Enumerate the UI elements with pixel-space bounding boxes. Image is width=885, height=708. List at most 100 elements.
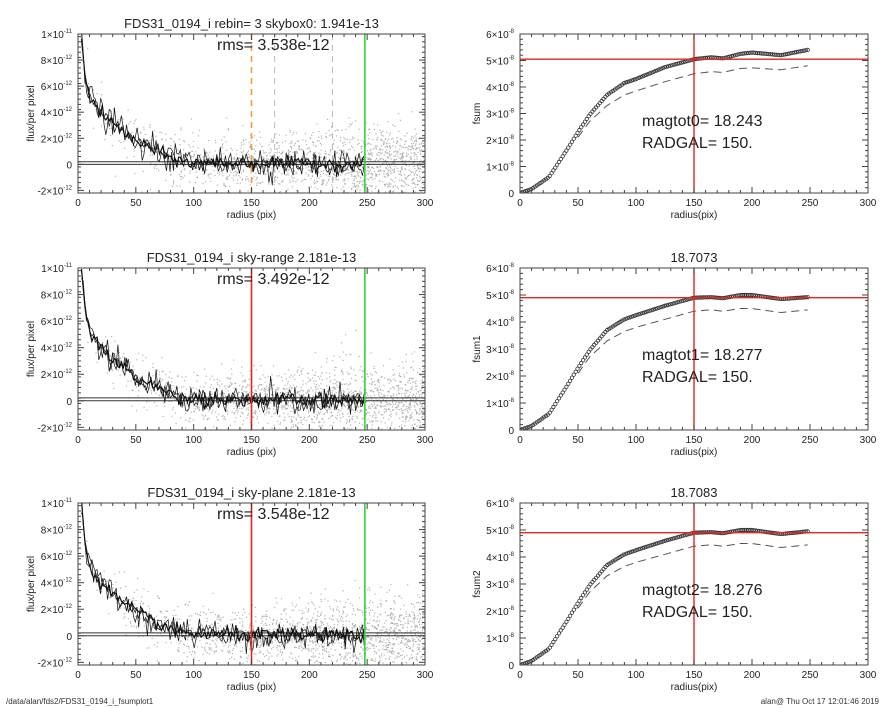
y-tick-label: 1×10-8 (486, 398, 515, 410)
scatter-point (137, 129, 139, 131)
scatter-point (423, 411, 425, 413)
scatter-point (237, 391, 239, 393)
scatter-point (376, 153, 378, 155)
scatter-point (371, 421, 373, 423)
scatter-point (199, 159, 201, 161)
scatter-point (198, 636, 200, 638)
scatter-point (256, 640, 258, 642)
scatter-point (221, 415, 224, 417)
scatter-point (311, 157, 313, 159)
scatter-point (388, 182, 390, 184)
scatter-point (325, 676, 326, 677)
scatter-point (336, 187, 338, 189)
scatter-point (322, 425, 324, 427)
scatter-point (423, 626, 425, 628)
fsum-point (651, 69, 656, 74)
scatter-point (185, 427, 187, 429)
scatter-point (330, 411, 332, 413)
scatter-point (411, 111, 413, 113)
scatter-point (234, 158, 236, 160)
scatter-point (346, 435, 347, 436)
scatter-point (171, 415, 173, 417)
scatter-point (255, 653, 257, 655)
scatter-point (223, 182, 225, 184)
scatter-point (389, 146, 391, 148)
scatter-point (356, 410, 358, 412)
scatter-point (412, 145, 414, 147)
scatter-point (238, 175, 240, 177)
scatter-point (343, 145, 345, 147)
scatter-point (375, 159, 377, 161)
scatter-point (373, 644, 375, 646)
scatter-point (320, 135, 322, 137)
scatter-point (123, 613, 125, 615)
scatter-point (393, 373, 396, 375)
scatter-point (290, 374, 292, 376)
scatter-point (153, 167, 155, 170)
fsum-point (621, 317, 627, 322)
scatter-point (312, 647, 314, 649)
scatter-point (293, 173, 295, 175)
scatter-point (355, 185, 357, 187)
scatter-point (361, 150, 363, 152)
scatter-point (296, 625, 298, 627)
scatter-point (395, 158, 398, 160)
scatter-point (314, 641, 316, 643)
scatter-point (375, 406, 377, 408)
scatter-point (283, 419, 285, 421)
scatter-point (275, 622, 277, 624)
scatter-point (391, 138, 393, 140)
scatter-point (214, 174, 216, 177)
scatter-point (415, 401, 417, 403)
y-tick-label: 6×10-8 (486, 29, 515, 41)
scatter-point (380, 131, 382, 134)
scatter-point (342, 379, 344, 381)
scatter-point (338, 156, 340, 158)
scatter-point (419, 626, 421, 628)
scatter-point (314, 637, 316, 639)
scatter-point (345, 601, 347, 603)
scatter-point (299, 149, 301, 151)
scatter-point (174, 133, 176, 136)
scatter-point (309, 137, 311, 139)
scatter-point (242, 157, 244, 159)
scatter-point (288, 151, 290, 153)
scatter-point (416, 148, 418, 150)
scatter-point (293, 374, 296, 376)
scatter-point (398, 656, 400, 658)
scatter-point (240, 144, 243, 146)
scatter-point (379, 170, 381, 173)
scatter-point (322, 649, 324, 651)
scatter-point (412, 377, 414, 380)
scatter-point (233, 413, 236, 415)
scatter-point (376, 678, 377, 679)
scatter-point (175, 386, 177, 389)
scatter-point (281, 172, 283, 175)
scatter-point (412, 603, 414, 606)
scatter-point (317, 643, 319, 645)
scatter-point (289, 167, 291, 169)
scatter-point (269, 151, 271, 153)
scatter-point (411, 135, 413, 138)
scatter-point (240, 147, 242, 149)
scatter-point (255, 413, 257, 415)
scatter-point (253, 158, 255, 160)
scatter-point (306, 391, 308, 394)
scatter-point (273, 139, 275, 142)
scatter-point (196, 374, 198, 376)
scatter-point (271, 415, 273, 417)
scatter-point (227, 650, 229, 652)
scatter-point (302, 368, 304, 370)
x-tick-label: 250 (802, 198, 819, 209)
scatter-point (403, 180, 405, 182)
scatter-point (120, 142, 122, 144)
scatter-point (346, 154, 348, 156)
scatter-point (388, 185, 390, 187)
scatter-point (280, 165, 282, 167)
scatter-point (248, 378, 250, 380)
scatter-point (227, 402, 229, 405)
y-tick-label: 5×10-8 (486, 290, 515, 302)
scatter-point (323, 421, 325, 423)
scatter-point (322, 182, 324, 184)
scatter-point (353, 402, 355, 404)
